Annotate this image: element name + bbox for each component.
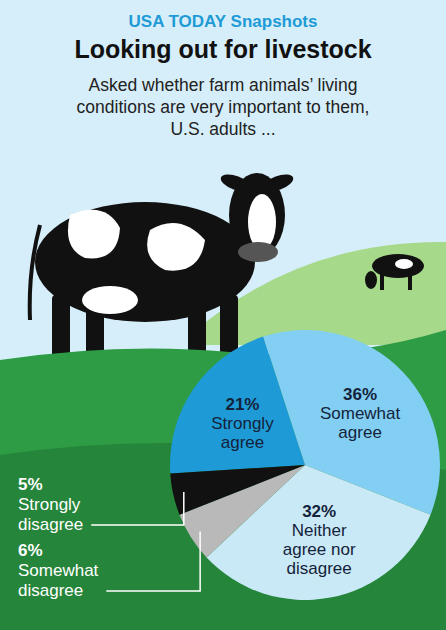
text-line: disagree (287, 559, 352, 578)
field (0, 330, 446, 630)
scenery (0, 0, 446, 630)
category-label: Stronglydisagree (18, 495, 83, 534)
cow-body (35, 202, 255, 322)
text-line: Somewhat (18, 561, 99, 580)
cow-face (248, 194, 276, 250)
cow-head (365, 271, 377, 289)
cow-patch (147, 223, 205, 271)
text-line: agree nor (283, 540, 356, 559)
cow-patch (68, 210, 120, 259)
pie-slice (170, 465, 305, 515)
text-line: disagree (18, 515, 83, 534)
subtitle: Asked whether farm animals’ livingcondit… (77, 75, 370, 139)
header: USA TODAY Snapshots (129, 12, 318, 31)
cow-patch (395, 259, 413, 269)
data-label: 32% (302, 502, 336, 521)
category-label: Somewhatdisagree (18, 561, 99, 600)
cow-body (372, 254, 424, 278)
category-label: Neitheragree nordisagree (283, 521, 356, 578)
cow-nose (238, 242, 278, 262)
text-line: Asked whether farm animals’ living (89, 75, 358, 95)
category-label: Stronglyagree (211, 414, 274, 452)
pie (170, 330, 440, 600)
text-line: disagree (18, 581, 83, 600)
text-line: Strongly (18, 495, 81, 514)
text-line: agree (338, 423, 381, 442)
leader-line (106, 532, 200, 591)
data-label: 5% (18, 475, 43, 494)
text-line: U.S. adults ... (170, 119, 275, 139)
small-cow (365, 254, 424, 290)
data-label: 6% (18, 541, 43, 560)
text-line: agree (221, 433, 264, 452)
text-line: conditions are very important to them, (77, 97, 370, 117)
background (0, 0, 446, 630)
text-line: Strongly (211, 414, 274, 433)
category-label: Somewhatagree (320, 404, 401, 442)
leader-line (91, 492, 184, 525)
labels: 21%Stronglyagree36%Somewhatagree32%Neith… (18, 385, 401, 600)
chart: USA TODAY Snapshots Looking out for lives… (0, 0, 446, 630)
text-line: Neither (292, 521, 347, 540)
data-label: 21% (225, 395, 259, 414)
cow-patch (82, 286, 138, 314)
data-label: 36% (343, 385, 377, 404)
text-line: Somewhat (320, 404, 401, 423)
title: Looking out for livestock (74, 35, 371, 63)
